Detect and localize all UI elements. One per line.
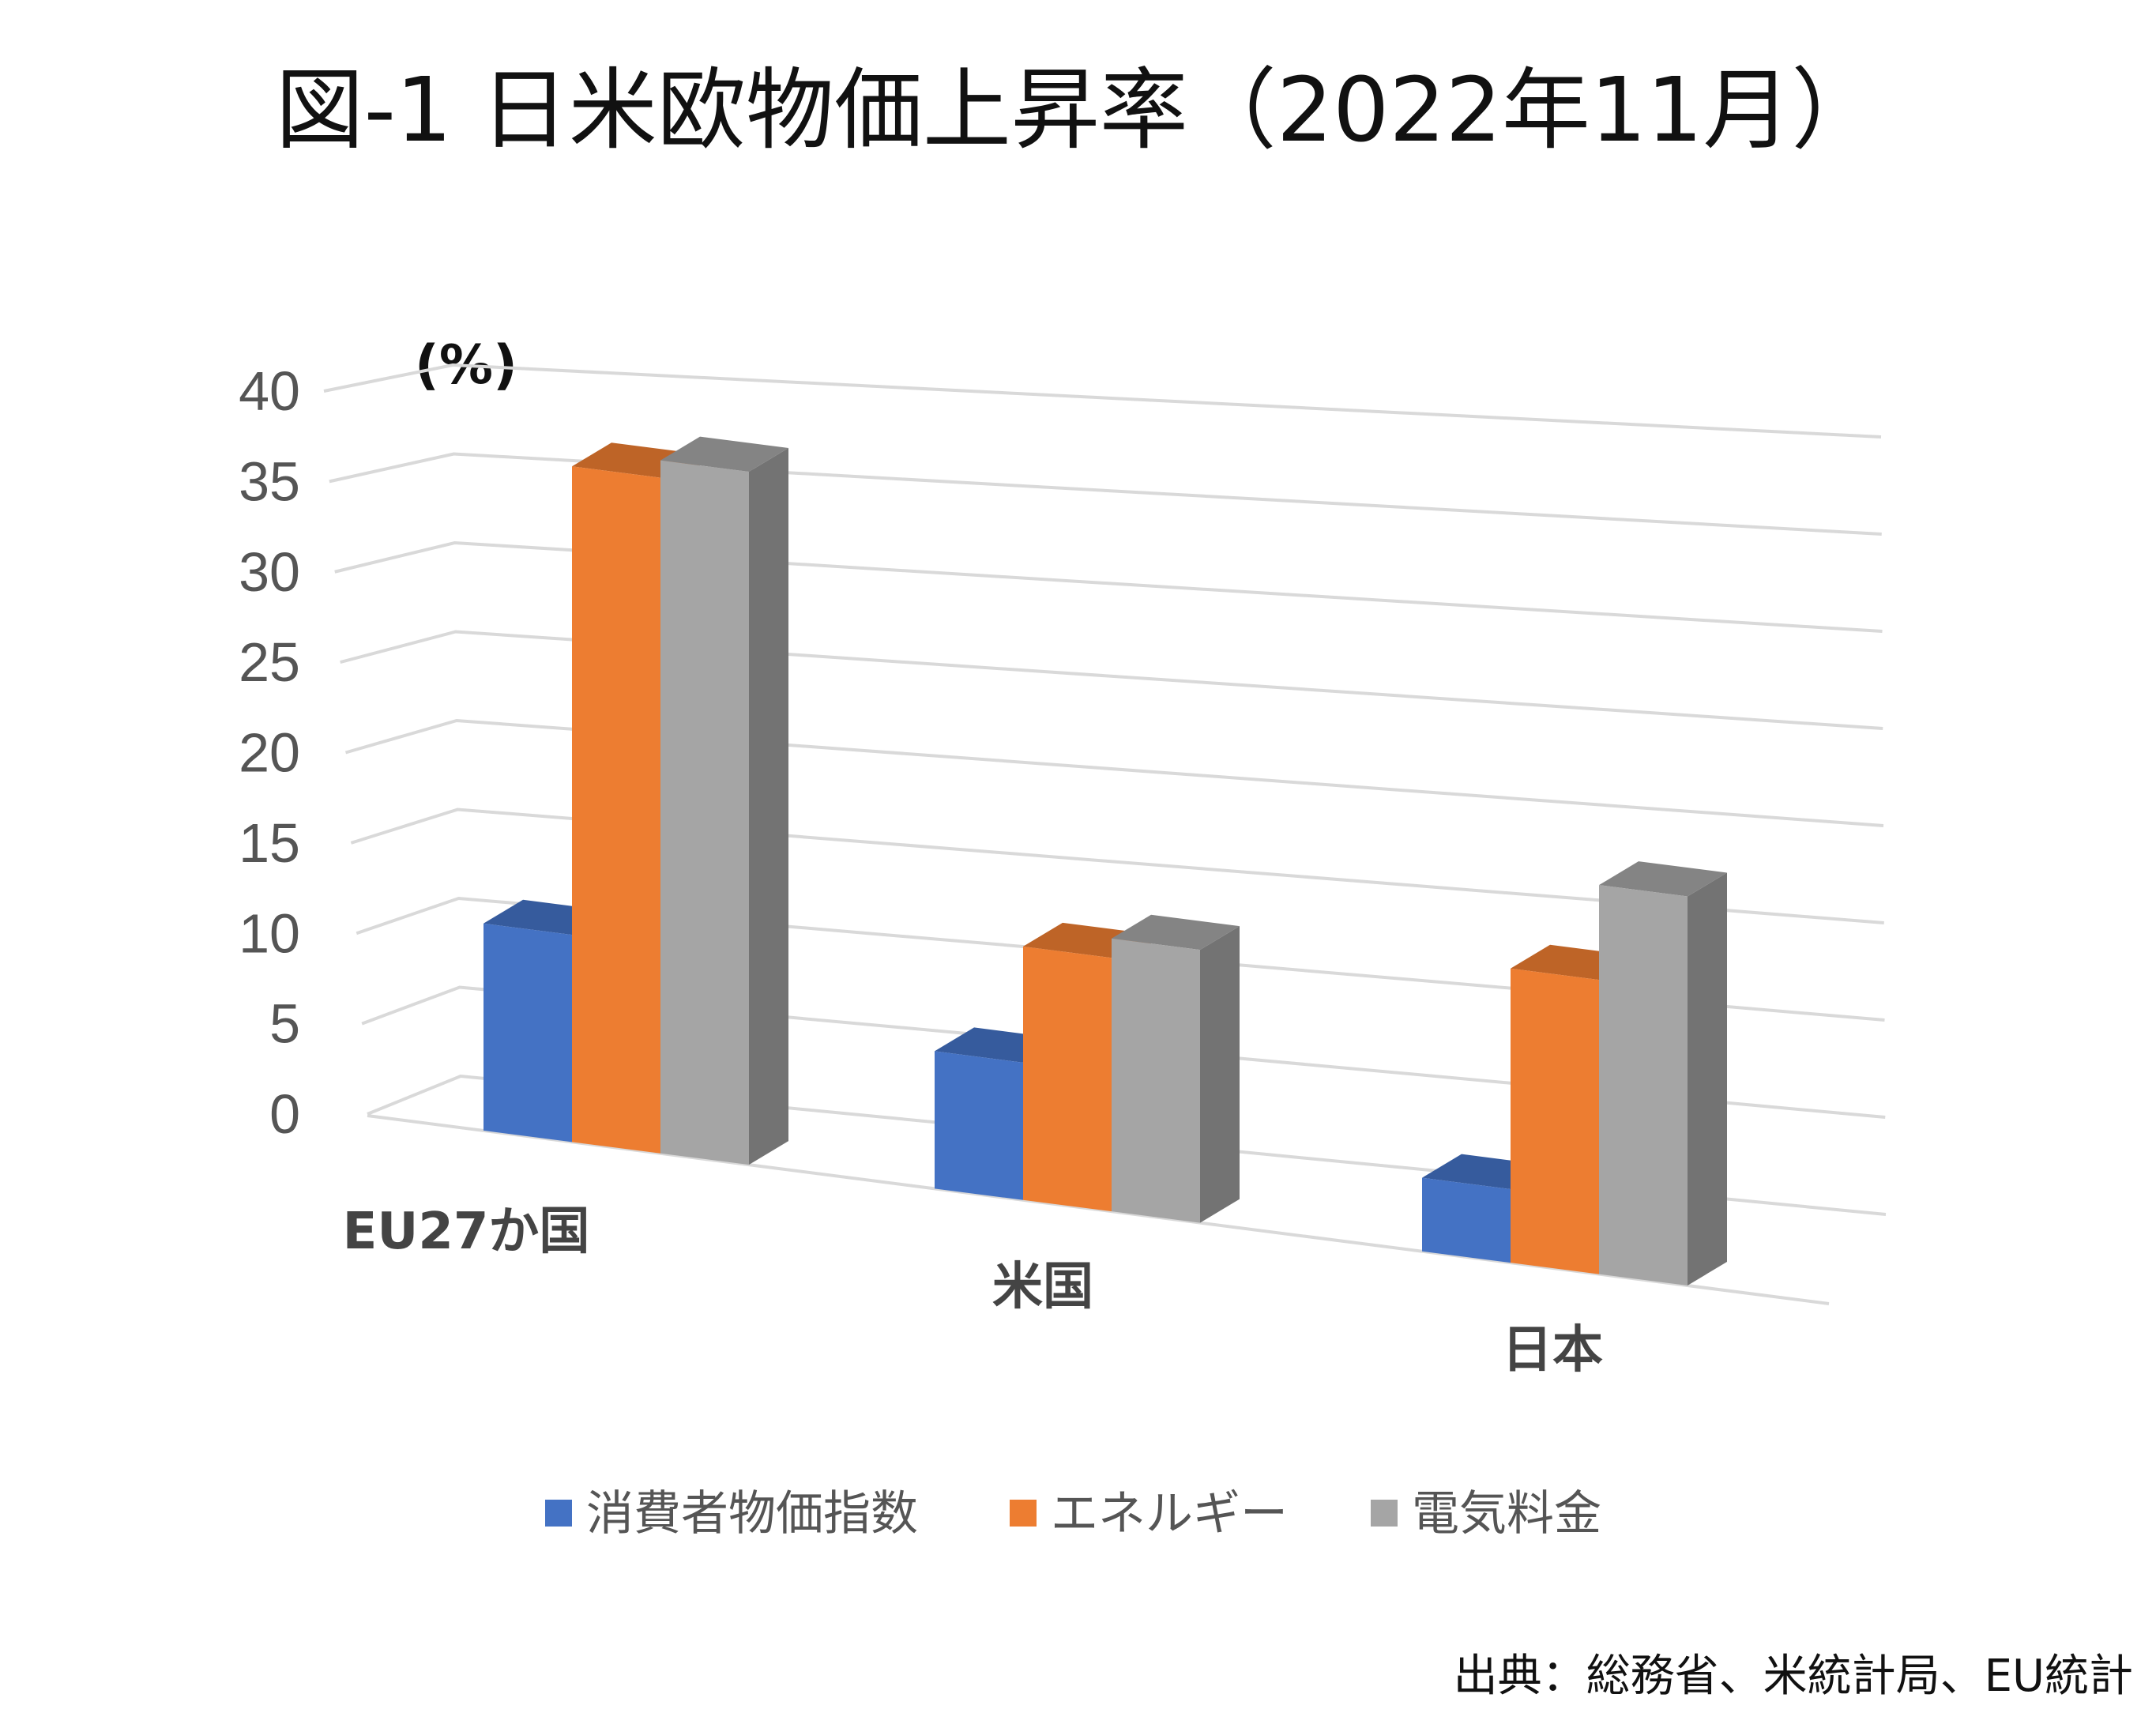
legend-label: エネルギー: [1051, 1486, 1288, 1542]
y-tick-label: 15: [239, 812, 300, 874]
bar: [660, 436, 788, 1165]
chart-title: 図-1 日米欧物価上昇率（2022年11月）: [276, 59, 1880, 162]
legend-label: 消費者物価指数: [586, 1486, 918, 1542]
bar-front: [572, 466, 660, 1154]
gridline: [361, 985, 1886, 1119]
y-tick-label: 20: [239, 722, 300, 784]
bar-front: [1511, 968, 1599, 1274]
bar: [1112, 914, 1240, 1223]
category-label: EU27か国: [343, 1203, 590, 1261]
bar-front: [484, 923, 572, 1143]
y-tick-label: 25: [239, 631, 300, 693]
gridline: [323, 363, 1882, 439]
gridline: [344, 718, 1884, 827]
category-label: 日本: [1502, 1321, 1603, 1380]
gridline: [329, 452, 1882, 536]
bar-front: [660, 460, 749, 1165]
bar-front: [1422, 1177, 1511, 1263]
bars: [484, 436, 1727, 1286]
y-tick-label: 5: [269, 993, 300, 1055]
legend-item: 消費者物価指数: [545, 1486, 918, 1542]
gridline: [340, 630, 1883, 730]
legend: 消費者物価指数 エネルギー 電気料金: [545, 1486, 1601, 1542]
bar-top: [1599, 861, 1727, 897]
category-label: 米国: [992, 1258, 1093, 1316]
gridline: [356, 896, 1885, 1022]
y-axis-ticks: 0 5 10 15 20 25 30 35 40: [239, 360, 300, 1145]
bar-side: [1688, 872, 1727, 1286]
y-tick-label: 0: [269, 1083, 300, 1145]
legend-item: エネルギー: [1010, 1486, 1288, 1542]
legend-label: 電気料金: [1412, 1486, 1601, 1542]
legend-item: 電気料金: [1371, 1486, 1601, 1542]
legend-swatch: [1371, 1500, 1398, 1527]
bar-side: [749, 448, 788, 1165]
legend-swatch: [1010, 1500, 1037, 1527]
bar-front: [935, 1051, 1023, 1200]
bar-side: [1200, 926, 1240, 1223]
y-tick-label: 10: [239, 902, 300, 964]
bar-front: [1023, 946, 1112, 1212]
gridline: [367, 1074, 1887, 1216]
bar-top: [660, 436, 788, 472]
bar-front: [1112, 938, 1200, 1223]
y-tick-label: 40: [239, 360, 300, 422]
gridline: [350, 808, 1884, 924]
bar: [1599, 861, 1727, 1286]
bar-top: [1112, 914, 1240, 951]
legend-swatch: [545, 1500, 572, 1527]
gridline: [334, 540, 1883, 633]
y-tick-label: 30: [239, 541, 300, 603]
y-tick-label: 35: [239, 450, 300, 512]
bar-front: [1599, 885, 1688, 1286]
source-note: 出典：総務省、米統計局、EU統計: [1454, 1651, 2133, 1702]
gridlines: [323, 363, 1887, 1305]
